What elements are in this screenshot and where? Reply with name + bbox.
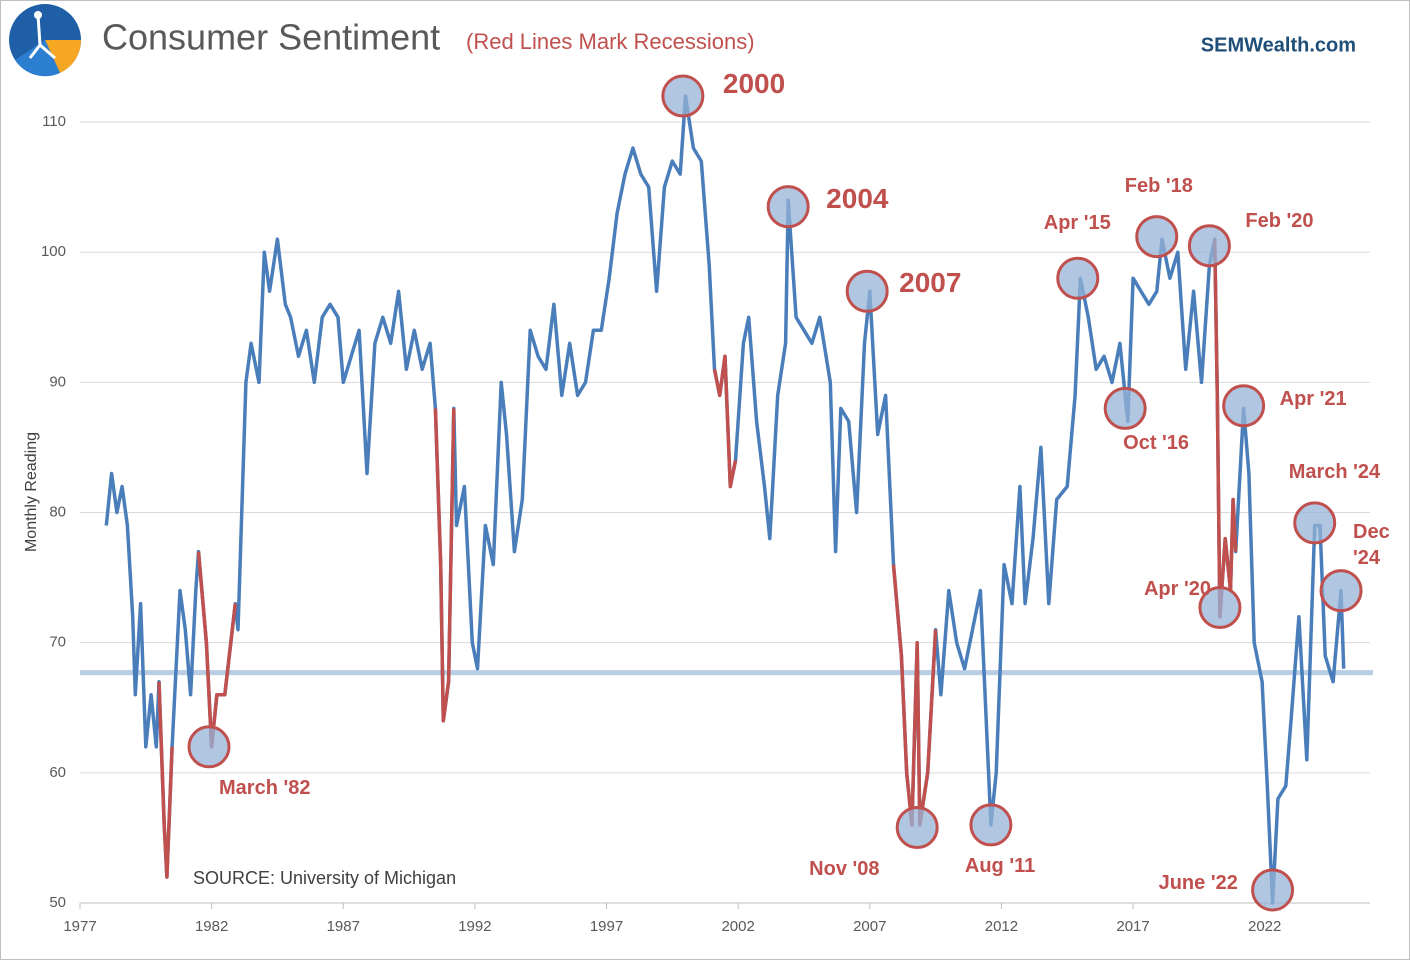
x-tick-label: 2002 xyxy=(721,918,754,935)
x-tick-label: 2007 xyxy=(853,918,886,935)
x-tick-label: 2022 xyxy=(1248,918,1281,935)
annotation-label: Dec '24 xyxy=(1353,520,1390,569)
highlight-circle xyxy=(1293,501,1337,545)
annotation-label: March '82 xyxy=(219,776,311,799)
highlight-circle xyxy=(661,74,705,118)
annotation-label: Feb '18 xyxy=(1124,174,1193,197)
annotation-label: 2000 xyxy=(722,68,786,100)
x-tick-label: 2012 xyxy=(985,918,1018,935)
annotation-label: Aug '11 xyxy=(964,854,1036,877)
highlight-circle xyxy=(895,806,939,850)
highlight-circle xyxy=(1135,215,1179,259)
y-tick-label: 90 xyxy=(49,373,66,390)
annotation-label: 2004 xyxy=(826,182,889,214)
highlight-circle xyxy=(1198,586,1242,630)
annotation-label: Apr '21 xyxy=(1279,387,1347,410)
logo xyxy=(9,4,82,77)
annotation-label: Apr '15 xyxy=(1043,212,1111,235)
x-tick-label: 1992 xyxy=(458,918,491,935)
recession-line xyxy=(1212,239,1238,619)
highlight-circle xyxy=(1319,569,1363,613)
highlight-circle xyxy=(845,269,889,313)
source: SOURCE: University of Michigan xyxy=(193,868,456,888)
highlight-circle xyxy=(187,725,231,769)
recession-line xyxy=(712,354,738,489)
y-tick-label: 70 xyxy=(49,634,66,651)
y-axis-label: Monthly Reading xyxy=(23,432,40,552)
annotation-label: 2007 xyxy=(899,267,962,299)
y-tick-label: 110 xyxy=(42,113,66,130)
annotation-label: June '22 xyxy=(1158,871,1238,894)
annotation-label: Apr '20 xyxy=(1143,577,1211,600)
highlight-circle xyxy=(1251,868,1295,912)
highlight-circle xyxy=(1222,384,1266,428)
recession-line xyxy=(196,551,238,749)
y-tick-label: 50 xyxy=(49,894,66,911)
highlight-circle xyxy=(1103,386,1147,430)
y-tick-label: 80 xyxy=(49,503,66,520)
highlight-circle xyxy=(969,803,1013,847)
x-tick-label: 1987 xyxy=(327,918,360,935)
recession-line xyxy=(157,681,174,879)
highlight-circle xyxy=(1056,256,1100,300)
highlight-circle xyxy=(1187,224,1231,268)
y-tick-label: 60 xyxy=(49,764,66,781)
recession-line xyxy=(433,408,456,723)
recession-line xyxy=(891,564,938,827)
subtitle: (Red Lines Mark Recessions) xyxy=(466,29,755,54)
annotation-label: Nov '08 xyxy=(809,857,880,880)
x-tick-label: 2017 xyxy=(1116,918,1149,935)
annotation-label: Oct '16 xyxy=(1123,432,1190,455)
y-tick-label: 100 xyxy=(41,243,66,260)
annotation-label: March '24 xyxy=(1288,460,1381,483)
highlight-circle xyxy=(766,185,810,229)
brand: SEMWealth.com xyxy=(1201,34,1356,56)
x-tick-label: 1977 xyxy=(63,918,96,935)
x-tick-label: 1997 xyxy=(590,918,623,935)
title: Consumer Sentiment xyxy=(102,17,440,58)
annotation-label: Feb '20 xyxy=(1245,209,1314,232)
x-tick-label: 1982 xyxy=(195,918,228,935)
